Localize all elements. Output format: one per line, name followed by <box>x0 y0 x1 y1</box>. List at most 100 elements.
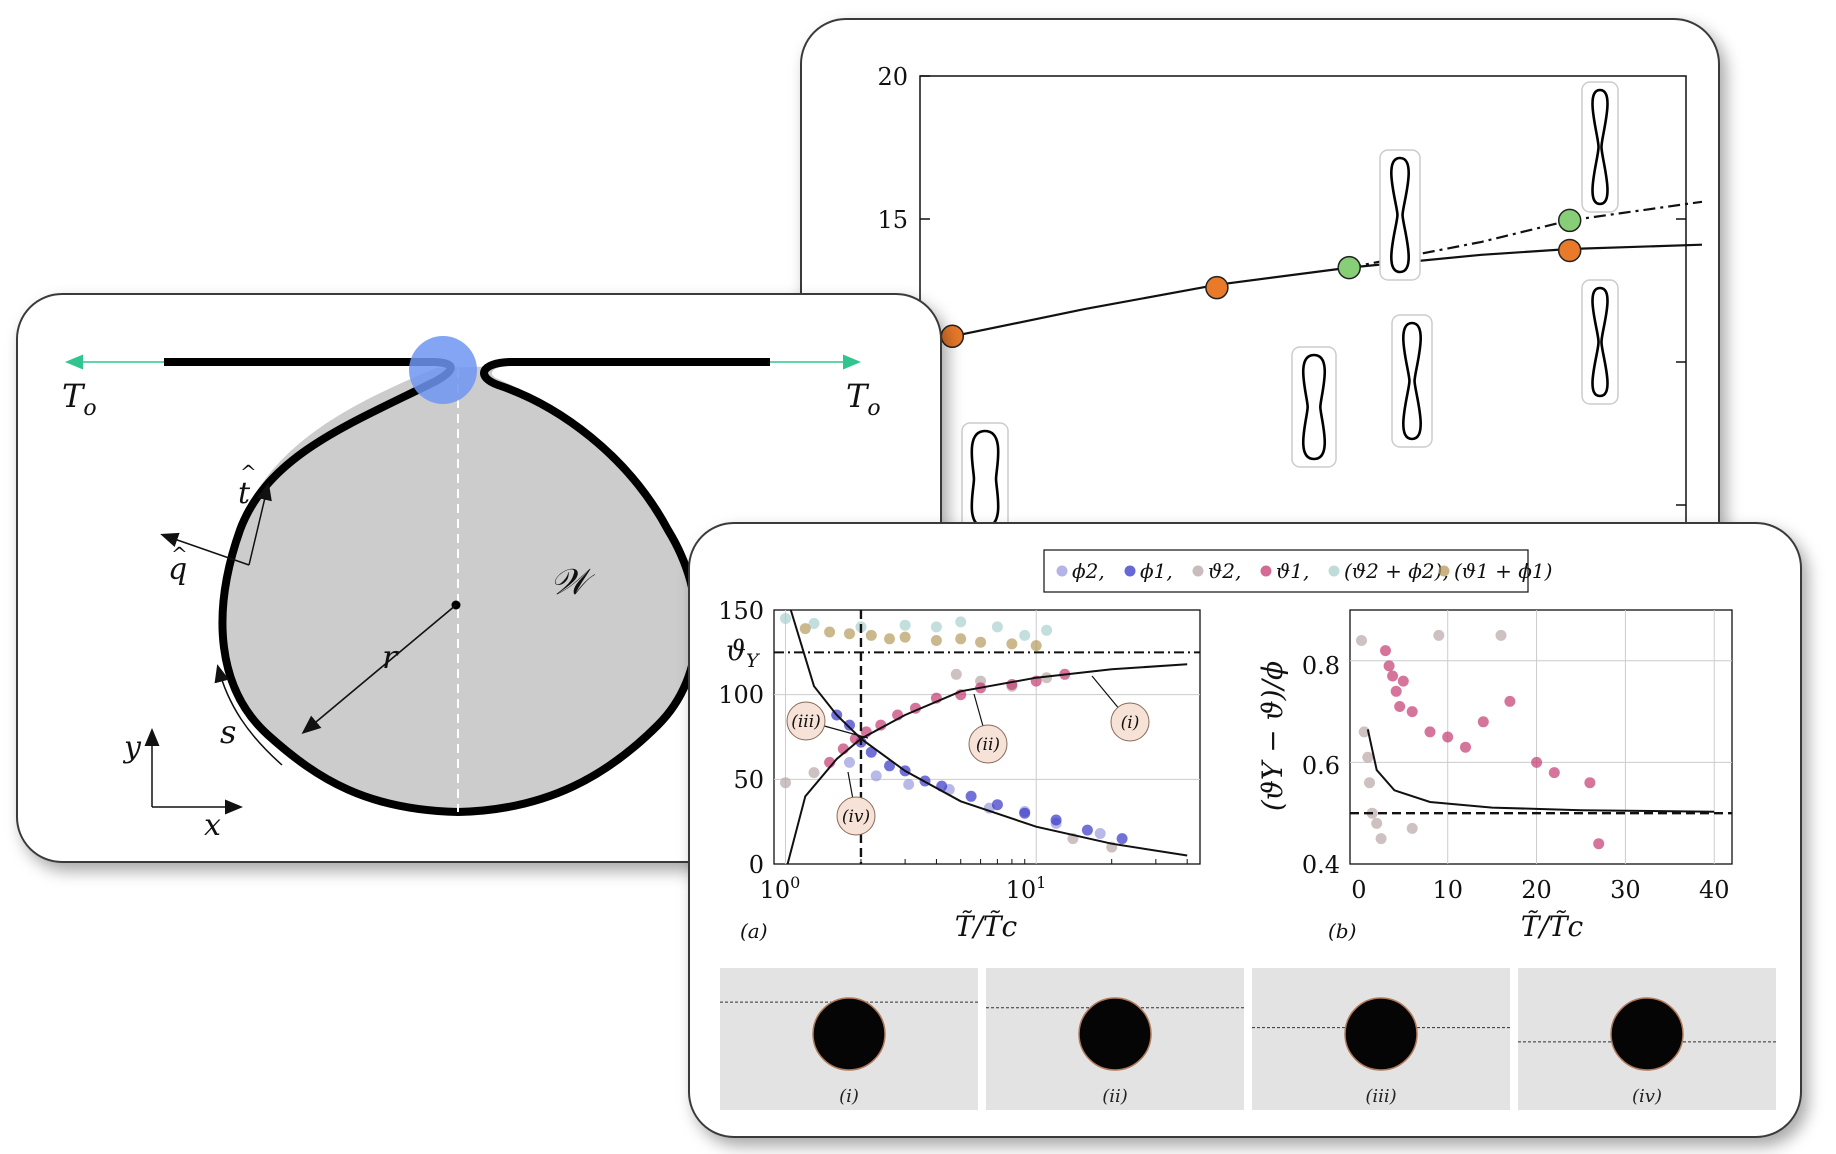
shape-inset-outline <box>1591 286 1609 398</box>
normal-hat: ^ <box>171 542 188 566</box>
bifurcation-marker-orange <box>1557 238 1582 263</box>
panel-a-point <box>1006 638 1018 650</box>
y-axis-label: y <box>122 730 142 765</box>
panel-b-point <box>1387 670 1399 682</box>
legend: ϕ2, ϕ1, ϑ2, ϑ1, (ϑ2 + ϕ2), (ϑ1 + ϕ1) <box>1043 549 1552 593</box>
normal-label: q <box>168 552 187 587</box>
panel-b-x-tick: 30 <box>1610 876 1641 904</box>
panel-a-point <box>780 613 791 624</box>
panel-a-point <box>930 635 942 646</box>
panel-b-point <box>1531 756 1543 768</box>
panel-a-x-tick-1: 100 <box>760 873 801 904</box>
callout-bubble <box>968 724 1008 764</box>
sphere-photo <box>1078 997 1152 1071</box>
legend-marker <box>1056 565 1068 577</box>
panel-a-point <box>991 799 1003 811</box>
tangent-hat: ^ <box>240 460 257 484</box>
panel-b-point <box>1406 706 1418 718</box>
legend-marker <box>1260 565 1272 577</box>
panel-a-tag: (a) <box>740 919 768 943</box>
shape-inset-frame <box>961 422 1009 536</box>
shape-inset-outline <box>1591 88 1609 206</box>
panel-b-point <box>1364 777 1375 789</box>
legend-label: ϕ1, <box>1140 559 1173 583</box>
panel-b-tag: (b) <box>1328 919 1356 943</box>
panel-b-point <box>1397 675 1409 687</box>
callout-bubble <box>836 796 876 836</box>
shape-insets <box>861 81 1619 563</box>
panel-b-point <box>1548 767 1560 779</box>
panel-b-point <box>1584 777 1596 789</box>
panel-b-point <box>1380 645 1391 657</box>
panel-b-x-label: T̃/T̃c <box>1521 910 1584 943</box>
panel-a: (i) (ii) (iii) (iv) 150 100 50 0 ϑY 100 101… <box>718 597 1201 943</box>
panel-a-point <box>808 618 820 629</box>
panel-b-point <box>1477 716 1489 728</box>
bifurcation-marker-orange <box>940 324 965 349</box>
legend-items: ϕ2, ϕ1, ϑ2, ϑ1, (ϑ2 + ϕ2), (ϑ1 + ϕ1) <box>1056 559 1552 583</box>
panel-a-point <box>1030 640 1042 652</box>
legend-label: ϑ2, <box>1208 559 1241 583</box>
panel-a-point <box>780 777 791 789</box>
arclength-arrow <box>214 664 283 766</box>
callout-label: (iv) <box>842 807 870 827</box>
contact-angle-figure: ϕ2, ϕ1, ϑ2, ϑ1, (ϑ2 + ϕ2), (ϑ1 + ϕ1) (i)(ii)(… <box>718 549 1776 1110</box>
panel-a-y-tick-0: 0 <box>749 851 764 879</box>
panel-b-y-tick-04: 0.4 <box>1302 851 1340 879</box>
panel-a-y-tick-150: 150 <box>718 597 764 625</box>
panel-b-point <box>1433 629 1445 641</box>
panel-a-point <box>1081 824 1093 836</box>
panel-b-x-tick: 0 <box>1351 876 1366 904</box>
panel-a-y-tick-100: 100 <box>718 681 764 709</box>
panel-a-callouts: (i) (ii) (iii) (iv) <box>786 675 1150 836</box>
panel-a-point <box>955 633 967 645</box>
shape-inset-frame <box>1581 279 1619 405</box>
tension-right-label: To <box>846 377 881 421</box>
legend-label: ϕ2, <box>1072 559 1105 583</box>
tension-left-label: To <box>62 377 97 421</box>
panel-a-point <box>930 621 942 633</box>
y-tick-label-15: 15 <box>877 206 908 234</box>
panel-a-point <box>950 668 962 680</box>
panel-b-x-ticks: 0 10 20 30 40 <box>1351 876 1729 904</box>
panel-b-x-tick: 40 <box>1699 876 1730 904</box>
tangent-label: t <box>238 476 251 511</box>
tangent-vector <box>248 482 272 566</box>
panel-a-point <box>824 626 836 638</box>
photo-caption: (ii) <box>1102 1086 1128 1107</box>
panel-a-point <box>875 719 887 731</box>
panel-b-point <box>1406 822 1418 834</box>
panel-b-y-tick-06: 0.6 <box>1302 752 1340 780</box>
x-axis-label: x <box>204 808 221 843</box>
panel-b-point <box>1504 695 1516 707</box>
panel-a-fit-falling <box>789 609 1188 857</box>
callout-label: (ii) <box>976 735 1000 755</box>
photo-caption: (iii) <box>1365 1086 1396 1107</box>
panel-b-point <box>1424 726 1436 738</box>
panel-b: 0.8 0.6 0.4 0 10 20 30 40 (ϑY − ϑ)/ϕ T̃/T̃c … <box>1256 609 1733 943</box>
shape-inset-frame <box>1291 346 1337 468</box>
panel-a-point <box>1094 828 1106 839</box>
panel-a-fit-rising <box>786 663 1188 865</box>
shape-inset-frame <box>1379 149 1421 281</box>
radius-label: r <box>382 638 399 676</box>
radius-arrow <box>301 604 457 735</box>
normal-vector <box>160 532 250 566</box>
panel-a-point <box>1041 624 1053 636</box>
panel-a-y-tick-50: 50 <box>733 766 764 794</box>
bifurcation-card: 20 15 <box>800 18 1720 622</box>
panel-b-frame <box>1349 609 1733 865</box>
legend-marker <box>1328 565 1340 577</box>
panel-a-point <box>844 756 855 768</box>
legend-label: ϑ1, <box>1276 559 1309 583</box>
panel-b-fit <box>1366 729 1715 813</box>
panel-a-point <box>955 616 967 628</box>
photo-caption: (iv) <box>1632 1086 1662 1107</box>
panel-a-point <box>884 760 895 772</box>
panel-a-point <box>799 623 811 635</box>
panel-b-point <box>1375 833 1387 845</box>
loop-fill <box>221 366 697 812</box>
panel-a-point <box>870 770 882 782</box>
panel-b-point <box>1593 838 1605 850</box>
panel-b-y-label: (ϑY − ϑ)/ϕ <box>1256 661 1289 811</box>
